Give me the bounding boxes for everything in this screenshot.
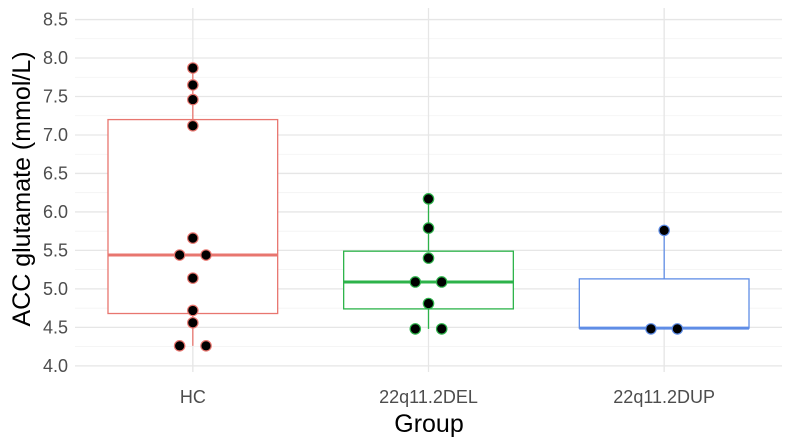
data-point (187, 79, 199, 91)
data-point (187, 316, 199, 329)
data-point (200, 249, 212, 261)
data-point (173, 340, 186, 352)
y-tick-label: 7.5 (43, 86, 68, 106)
data-point (173, 249, 186, 261)
x-tick-label: 22q11.2DUP (613, 387, 715, 407)
data-point (187, 93, 199, 106)
x-tick-labels: HC 22q11.2DEL 22q11.2DUP (180, 387, 715, 407)
data-point (435, 323, 448, 335)
y-tick-label: 8.5 (43, 10, 68, 30)
y-tick-label: 6.0 (43, 202, 68, 222)
data-points (173, 62, 684, 352)
data-point (187, 232, 199, 244)
y-tick-label: 6.5 (43, 163, 68, 183)
data-point (187, 272, 199, 284)
data-point (645, 323, 657, 335)
data-point (422, 193, 435, 205)
box-iqr (578, 278, 750, 329)
y-tick-label: 5.5 (43, 240, 68, 260)
y-axis-title: ACC glutamate (mmol/L) (8, 51, 36, 326)
y-tick-label: 5.0 (43, 279, 68, 299)
boxes (107, 68, 750, 346)
data-point (409, 323, 422, 335)
box-group (578, 230, 750, 330)
y-tick-labels: 4.0 4.5 5.0 5.5 6.0 6.5 7.0 7.5 8.0 8.5 (43, 10, 68, 376)
x-axis-title: Group (394, 410, 463, 438)
data-point (435, 276, 448, 288)
data-point (187, 62, 199, 74)
data-point (671, 323, 684, 335)
data-point (422, 222, 435, 234)
y-tick-label: 7.0 (43, 125, 68, 145)
y-tick-label: 4.5 (43, 317, 68, 337)
box-group (107, 68, 279, 346)
data-point (422, 252, 435, 264)
data-point (422, 297, 435, 310)
y-tick-label: 4.0 (43, 356, 68, 376)
x-tick-label: 22q11.2DEL (379, 387, 478, 407)
data-point (187, 304, 199, 317)
y-tick-label: 8.0 (43, 48, 68, 68)
data-point (187, 119, 199, 132)
data-point (658, 224, 670, 237)
data-point (409, 276, 422, 288)
box-iqr (107, 118, 279, 315)
data-point (200, 340, 212, 352)
x-tick-label: HC (180, 387, 206, 407)
